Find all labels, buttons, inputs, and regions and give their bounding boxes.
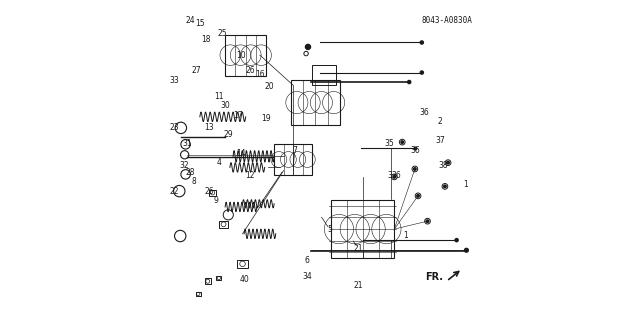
Text: 31: 31 <box>182 139 192 148</box>
Circle shape <box>305 44 310 49</box>
Bar <box>219 221 228 228</box>
Text: 1: 1 <box>463 180 468 189</box>
Bar <box>216 276 221 280</box>
Text: 24: 24 <box>186 16 195 25</box>
Text: 18: 18 <box>202 35 211 44</box>
Text: 32: 32 <box>179 161 189 170</box>
Text: 26: 26 <box>205 187 214 196</box>
Text: 21: 21 <box>353 243 363 253</box>
Text: FR.: FR. <box>426 271 444 281</box>
Bar <box>205 278 211 284</box>
Circle shape <box>420 41 424 44</box>
Circle shape <box>444 185 446 188</box>
Circle shape <box>414 147 417 150</box>
Text: 33: 33 <box>170 76 179 85</box>
Text: 11: 11 <box>214 92 223 101</box>
Text: 29: 29 <box>223 130 233 139</box>
Text: 14: 14 <box>236 149 246 158</box>
Text: 7: 7 <box>292 145 297 154</box>
Text: 2: 2 <box>438 117 442 126</box>
Bar <box>331 200 394 258</box>
Circle shape <box>393 176 396 178</box>
Text: 5: 5 <box>327 225 332 234</box>
Text: 36: 36 <box>391 171 401 180</box>
Text: 15: 15 <box>195 19 205 28</box>
Text: 4: 4 <box>216 158 221 167</box>
Bar <box>237 260 248 268</box>
Text: 3: 3 <box>387 171 392 180</box>
Text: 36: 36 <box>410 145 420 154</box>
Text: 1: 1 <box>403 231 408 240</box>
Text: 20: 20 <box>264 82 274 91</box>
Text: 34: 34 <box>303 272 312 281</box>
Text: 13: 13 <box>205 123 214 132</box>
Text: 21: 21 <box>353 281 363 291</box>
Circle shape <box>401 141 403 143</box>
Text: 27: 27 <box>192 66 202 76</box>
Circle shape <box>420 71 424 74</box>
Text: 25: 25 <box>217 28 227 38</box>
Circle shape <box>413 168 416 170</box>
Text: 8043-A0830A: 8043-A0830A <box>421 16 472 25</box>
Circle shape <box>465 249 468 252</box>
Circle shape <box>426 220 429 222</box>
Bar <box>209 189 216 196</box>
Circle shape <box>455 239 458 242</box>
Text: 17: 17 <box>233 111 243 120</box>
Text: 40: 40 <box>239 275 249 284</box>
Text: 10: 10 <box>236 51 246 60</box>
Text: 36: 36 <box>419 108 429 116</box>
Bar <box>274 144 312 175</box>
Text: 9: 9 <box>213 196 218 205</box>
Text: 12: 12 <box>246 171 255 180</box>
Text: 28: 28 <box>186 168 195 177</box>
Text: 38: 38 <box>438 161 448 170</box>
Text: 16: 16 <box>255 70 265 78</box>
Circle shape <box>447 161 449 164</box>
Bar <box>225 34 266 76</box>
Bar <box>312 65 336 85</box>
Text: 6: 6 <box>305 256 310 265</box>
Bar <box>196 292 200 296</box>
Text: 35: 35 <box>385 139 394 148</box>
Text: 23: 23 <box>170 123 179 132</box>
Text: 8: 8 <box>191 177 196 186</box>
Text: 22: 22 <box>170 187 179 196</box>
Circle shape <box>408 80 411 84</box>
Text: 30: 30 <box>220 101 230 110</box>
Text: 26: 26 <box>246 66 255 76</box>
Text: 37: 37 <box>435 136 445 145</box>
Circle shape <box>417 195 419 197</box>
Text: 19: 19 <box>261 114 271 123</box>
Bar <box>291 80 340 125</box>
